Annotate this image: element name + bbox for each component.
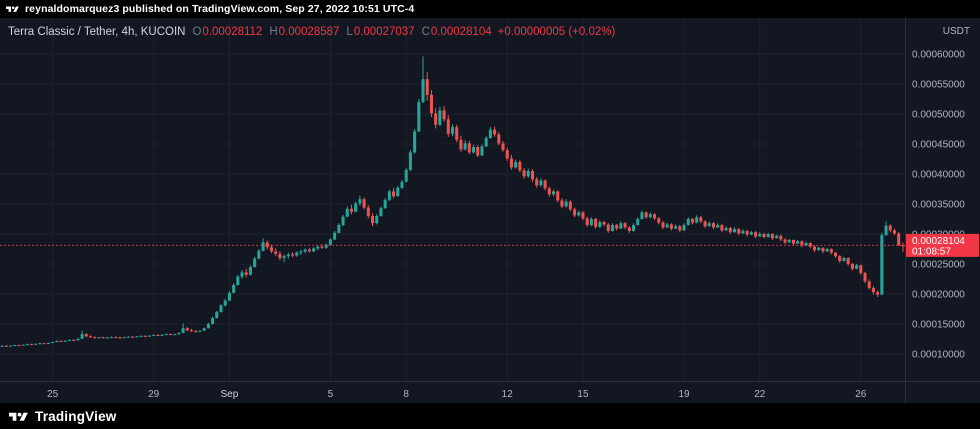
ohlc-high-label: H xyxy=(269,26,278,38)
candlestick-chart[interactable]: 0.00060000 0.00055000 0.00050000 0.00045000… xyxy=(0,18,980,403)
svg-text:25: 25 xyxy=(47,389,59,400)
svg-text:0.00060000: 0.00060000 xyxy=(912,50,965,61)
price-change-text: +0.00000005 (+0.02%) xyxy=(497,26,616,38)
ohlc-high-value: 0.00028587 xyxy=(278,26,340,38)
svg-text:0.00040000: 0.00040000 xyxy=(912,170,965,181)
svg-text:0.00035000: 0.00035000 xyxy=(912,200,965,211)
ohlc-low-label: L xyxy=(346,26,353,38)
svg-text:Sep: Sep xyxy=(221,389,239,400)
tradingview-logo-icon xyxy=(6,4,19,14)
svg-text:8: 8 xyxy=(403,389,409,400)
svg-text:0.00050000: 0.00050000 xyxy=(912,110,965,121)
svg-text:22: 22 xyxy=(754,389,766,400)
quote-currency-label: USDT xyxy=(943,26,970,37)
publish-info-text: reynaldomarquez3 published on TradingVie… xyxy=(25,3,415,15)
svg-text:0.00010000: 0.00010000 xyxy=(912,350,965,361)
svg-text:0.00015000: 0.00015000 xyxy=(912,320,965,331)
bar-countdown: 01:08:57 xyxy=(912,246,951,257)
svg-text:12: 12 xyxy=(502,389,514,400)
publish-bar: reynaldomarquez3 published on TradingVie… xyxy=(0,0,980,18)
time-axis[interactable]: 25 29 Sep 5 8 12 15 19 22 26 xyxy=(47,389,867,400)
svg-text:26: 26 xyxy=(855,389,867,400)
ohlc-open-value: 0.00028112 xyxy=(202,26,263,38)
svg-text:0.00020000: 0.00020000 xyxy=(912,290,965,301)
svg-text:5: 5 xyxy=(328,389,334,400)
svg-text:0.00025000: 0.00025000 xyxy=(912,260,965,271)
ohlc-close-label: C xyxy=(421,26,430,38)
svg-text:19: 19 xyxy=(678,389,690,400)
brand-bar: TradingView xyxy=(0,403,980,429)
chart-area[interactable]: Terra Classic / Tether, 4h, KUCOIN O 0.00… xyxy=(0,18,980,403)
tradingview-brand-text[interactable]: TradingView xyxy=(35,408,117,424)
price-axis[interactable]: 0.00060000 0.00055000 0.00050000 0.00045000… xyxy=(912,50,965,361)
symbol-title[interactable]: Terra Classic / Tether, 4h, KUCOIN xyxy=(8,26,186,38)
chart-legend[interactable]: Terra Classic / Tether, 4h, KUCOIN O 0.00… xyxy=(8,25,615,39)
last-price-value: 0.00028104 xyxy=(912,236,965,247)
svg-text:15: 15 xyxy=(577,389,589,400)
svg-text:29: 29 xyxy=(148,389,160,400)
grid-lines xyxy=(0,18,905,381)
tradingview-logo-icon[interactable] xyxy=(9,409,28,424)
svg-text:0.00045000: 0.00045000 xyxy=(912,140,965,151)
svg-text:0.00055000: 0.00055000 xyxy=(912,80,965,91)
ohlc-close-value: 0.00028104 xyxy=(430,26,492,38)
candles[interactable] xyxy=(0,56,905,347)
ohlc-open-label: O xyxy=(192,26,202,38)
ohlc-low-value: 0.00027037 xyxy=(353,26,415,38)
